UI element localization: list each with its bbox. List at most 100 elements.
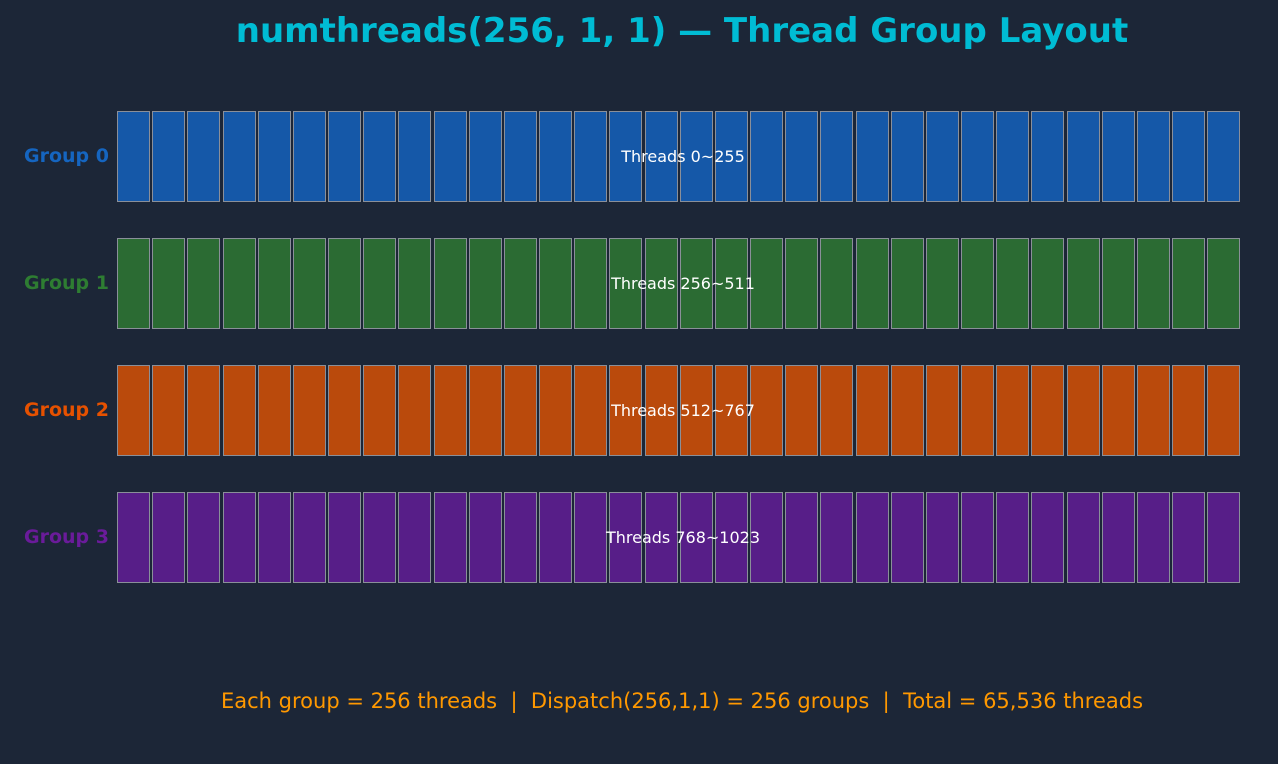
thread-cell bbox=[328, 238, 361, 329]
thread-cell bbox=[1031, 492, 1064, 583]
thread-cell bbox=[1207, 365, 1240, 456]
thread-cell bbox=[1172, 238, 1205, 329]
thread-cell bbox=[680, 238, 713, 329]
thread-cell bbox=[1137, 238, 1170, 329]
thread-cell bbox=[926, 365, 959, 456]
thread-cell bbox=[750, 492, 783, 583]
thread-cell bbox=[117, 492, 150, 583]
thread-cell bbox=[609, 365, 642, 456]
group-row-2: Group 2 Threads 512~767 bbox=[0, 365, 1278, 456]
thread-cell bbox=[539, 492, 572, 583]
thread-cell bbox=[1067, 111, 1100, 202]
thread-cell bbox=[785, 111, 818, 202]
thread-cell bbox=[961, 111, 994, 202]
thread-cell bbox=[715, 365, 748, 456]
thread-cell bbox=[434, 492, 467, 583]
thread-cell bbox=[1137, 111, 1170, 202]
thread-cell bbox=[996, 492, 1029, 583]
thread-cell bbox=[645, 111, 678, 202]
thread-cell bbox=[398, 238, 431, 329]
thread-cell bbox=[293, 492, 326, 583]
thread-cell bbox=[539, 111, 572, 202]
thread-cell bbox=[856, 365, 889, 456]
summary-footer: Each group = 256 threads | Dispatch(256,… bbox=[220, 689, 1144, 713]
thread-cell bbox=[469, 238, 502, 329]
thread-cell bbox=[258, 238, 291, 329]
thread-cells bbox=[117, 238, 1243, 329]
thread-cell bbox=[961, 238, 994, 329]
thread-cell bbox=[328, 111, 361, 202]
thread-cell bbox=[680, 111, 713, 202]
thread-cell bbox=[223, 365, 256, 456]
thread-cell bbox=[1031, 111, 1064, 202]
thread-cell bbox=[398, 365, 431, 456]
thread-cell bbox=[715, 492, 748, 583]
thread-cell bbox=[996, 365, 1029, 456]
thread-cell bbox=[856, 238, 889, 329]
thread-cell bbox=[715, 111, 748, 202]
thread-cell bbox=[504, 238, 537, 329]
thread-cell bbox=[1031, 365, 1064, 456]
thread-cell bbox=[398, 111, 431, 202]
thread-cell bbox=[539, 365, 572, 456]
group-row-1: Group 1 Threads 256~511 bbox=[0, 238, 1278, 329]
thread-cell bbox=[187, 365, 220, 456]
thread-cell bbox=[258, 365, 291, 456]
thread-cell bbox=[469, 492, 502, 583]
thread-cell bbox=[1207, 111, 1240, 202]
thread-cell bbox=[820, 365, 853, 456]
thread-cell bbox=[680, 492, 713, 583]
thread-cell bbox=[891, 365, 924, 456]
thread-cell bbox=[1137, 492, 1170, 583]
thread-cell bbox=[820, 111, 853, 202]
thread-cell bbox=[117, 111, 150, 202]
thread-cell bbox=[856, 111, 889, 202]
group-row-3: Group 3 Threads 768~1023 bbox=[0, 492, 1278, 583]
thread-cell bbox=[117, 238, 150, 329]
diagram-title: numthreads(256, 1, 1) — Thread Group Lay… bbox=[235, 11, 1129, 51]
thread-cell bbox=[961, 365, 994, 456]
thread-cell bbox=[1102, 238, 1135, 329]
thread-cells bbox=[117, 492, 1243, 583]
thread-cell bbox=[785, 492, 818, 583]
thread-cell bbox=[574, 238, 607, 329]
thread-cell bbox=[328, 492, 361, 583]
thread-cell bbox=[152, 365, 185, 456]
thread-cell bbox=[820, 492, 853, 583]
thread-cell bbox=[434, 238, 467, 329]
thread-cell bbox=[1067, 492, 1100, 583]
thread-cell bbox=[363, 492, 396, 583]
thread-cell bbox=[363, 111, 396, 202]
thread-cell bbox=[1172, 365, 1205, 456]
thread-cell bbox=[609, 111, 642, 202]
thread-cell bbox=[750, 238, 783, 329]
thread-cell bbox=[223, 492, 256, 583]
group-label: Group 0 bbox=[24, 145, 109, 167]
thread-cell bbox=[152, 111, 185, 202]
thread-cell bbox=[223, 111, 256, 202]
thread-cell bbox=[680, 365, 713, 456]
thread-cell bbox=[152, 238, 185, 329]
thread-cell bbox=[469, 365, 502, 456]
thread-cell bbox=[891, 111, 924, 202]
group-label: Group 3 bbox=[24, 526, 109, 548]
thread-cell bbox=[117, 365, 150, 456]
thread-cell bbox=[363, 238, 396, 329]
thread-cell bbox=[1067, 365, 1100, 456]
thread-cell bbox=[187, 111, 220, 202]
thread-cell bbox=[574, 492, 607, 583]
thread-cell bbox=[258, 111, 291, 202]
thread-cell bbox=[1102, 111, 1135, 202]
thread-cell bbox=[293, 238, 326, 329]
thread-cell bbox=[574, 111, 607, 202]
thread-cell bbox=[750, 111, 783, 202]
thread-cell bbox=[152, 492, 185, 583]
thread-cell bbox=[293, 111, 326, 202]
thread-cell bbox=[609, 492, 642, 583]
thread-cell bbox=[328, 365, 361, 456]
thread-cell bbox=[820, 238, 853, 329]
thread-cell bbox=[539, 238, 572, 329]
thread-cell bbox=[926, 238, 959, 329]
thread-cell bbox=[258, 492, 291, 583]
thread-cell bbox=[996, 111, 1029, 202]
